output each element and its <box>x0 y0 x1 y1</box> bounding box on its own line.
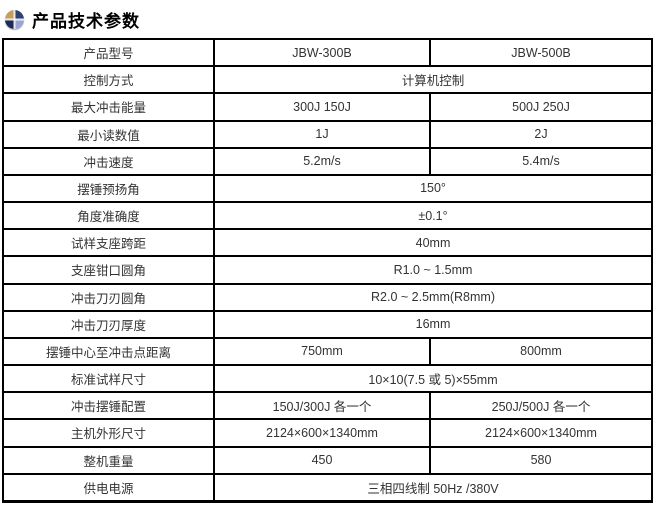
spec-value-shared: 三相四线制 50Hz /380V <box>213 472 653 503</box>
table-row: 试样支座跨距 40mm <box>2 228 653 258</box>
table-row: 冲击速度 5.2m/s 5.4m/s <box>2 146 653 176</box>
spec-value-jbw300b: 150J/300J 各一个 <box>213 391 431 421</box>
spec-label: 产品型号 <box>2 37 215 68</box>
spec-value-shared: 150° <box>213 173 653 204</box>
spec-value-jbw500b: 5.4m/s <box>429 146 653 176</box>
spec-label: 最大冲击能量 <box>2 92 215 122</box>
spec-label: 标准试样尺寸 <box>2 364 215 394</box>
spec-value-jbw500b: 2J <box>429 119 653 149</box>
page-title: 产品技术参数 <box>32 11 140 31</box>
spec-value-jbw300b: 450 <box>213 445 431 475</box>
table-row: 摆锤预扬角 150° <box>2 173 653 204</box>
spec-value-jbw300b: 300J 150J <box>213 92 431 122</box>
spec-value-jbw500b: 2124×600×1340mm <box>429 418 653 448</box>
section-header: 产品技术参数 <box>0 0 653 32</box>
table-row: 产品型号 JBW-300B JBW-500B <box>2 37 653 68</box>
table-row: 角度准确度 ±0.1° <box>2 201 653 231</box>
table-row: 冲击摆锤配置 150J/300J 各一个 250J/500J 各一个 <box>2 391 653 421</box>
sphere-bullet-icon <box>5 9 24 29</box>
spec-label: 最小读数值 <box>2 119 215 149</box>
spec-label: 冲击刀刃厚度 <box>2 309 215 339</box>
table-row: 冲击刀刃厚度 16mm <box>2 309 653 339</box>
spec-value-jbw300b: 1J <box>213 119 431 149</box>
table-row: 主机外形尺寸 2124×600×1340mm 2124×600×1340mm <box>2 418 653 448</box>
spec-value-shared: 16mm <box>213 309 653 339</box>
spec-label: 控制方式 <box>2 65 215 95</box>
spec-label: 整机重量 <box>2 445 215 475</box>
spec-value-jbw300b: 2124×600×1340mm <box>213 418 431 448</box>
spec-label: 冲击速度 <box>2 146 215 176</box>
spec-value-jbw300b: JBW-300B <box>213 37 431 68</box>
spec-value-jbw500b: 800mm <box>429 336 653 367</box>
spec-value-jbw500b: 250J/500J 各一个 <box>429 391 653 421</box>
spec-value-jbw500b: 500J 250J <box>429 92 653 122</box>
spec-label: 摆锤中心至冲击点距离 <box>2 336 215 367</box>
spec-label: 摆锤预扬角 <box>2 173 215 204</box>
spec-value-shared: 10×10(7.5 或 5)×55mm <box>213 364 653 394</box>
spec-label: 角度准确度 <box>2 201 215 231</box>
table-row: 最大冲击能量 300J 150J 500J 250J <box>2 92 653 122</box>
spec-label: 冲击刀刃圆角 <box>2 282 215 312</box>
table-row: 供电电源 三相四线制 50Hz /380V <box>2 472 653 503</box>
table-row: 整机重量 450 580 <box>2 445 653 475</box>
table-row: 冲击刀刃圆角 R2.0 ~ 2.5mm(R8mm) <box>2 282 653 312</box>
spec-label: 供电电源 <box>2 472 215 503</box>
spec-label: 主机外形尺寸 <box>2 418 215 448</box>
spec-value-shared: 40mm <box>213 228 653 258</box>
spec-label: 支座钳口圆角 <box>2 255 215 285</box>
spec-value-shared: R2.0 ~ 2.5mm(R8mm) <box>213 282 653 312</box>
table-row: 控制方式 计算机控制 <box>2 65 653 95</box>
spec-value-shared: ±0.1° <box>213 201 653 231</box>
spec-value-jbw300b: 750mm <box>213 336 431 367</box>
table-row: 摆锤中心至冲击点距离 750mm 800mm <box>2 336 653 367</box>
spec-value-shared: 计算机控制 <box>213 65 653 95</box>
table-row: 最小读数值 1J 2J <box>2 119 653 149</box>
spec-value-jbw500b: 580 <box>429 445 653 475</box>
spec-value-jbw500b: JBW-500B <box>429 37 653 68</box>
spec-label: 试样支座跨距 <box>2 228 215 258</box>
spec-value-shared: R1.0 ~ 1.5mm <box>213 255 653 285</box>
table-row: 支座钳口圆角 R1.0 ~ 1.5mm <box>2 255 653 285</box>
table-row: 标准试样尺寸 10×10(7.5 或 5)×55mm <box>2 364 653 394</box>
spec-label: 冲击摆锤配置 <box>2 391 215 421</box>
spec-value-jbw300b: 5.2m/s <box>213 146 431 176</box>
spec-table: 产品型号 JBW-300B JBW-500B 控制方式 计算机控制 最大冲击能量… <box>2 37 653 503</box>
